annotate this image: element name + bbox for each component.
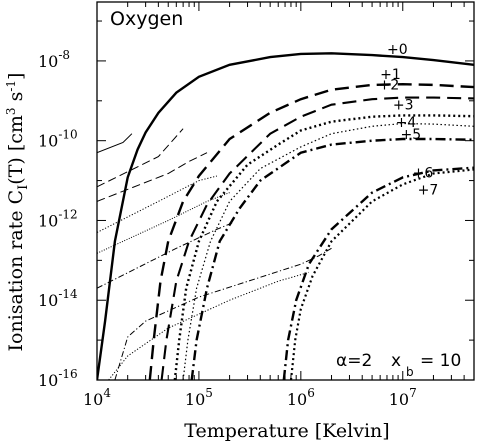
- series-thin-line-3: [97, 175, 218, 233]
- axes-layer: 104 105 106 107 10-8 10-10 10-12 10-14 10-16: [38, 1, 475, 409]
- series-thin-line-6: [114, 247, 332, 380]
- x-tick-label: 105: [185, 386, 213, 409]
- y-axis-title-end: ]: [5, 73, 27, 80]
- curve-label: +5: [400, 127, 421, 143]
- y-axis-title-sub: I: [16, 185, 31, 190]
- curve-labels-layer: +0 +1+2 +3+4+5 +6+7: [379, 42, 439, 199]
- x-tick-label: 106: [287, 386, 315, 409]
- curve-label: +0: [387, 42, 408, 58]
- curve-label: +4: [396, 115, 417, 131]
- series-thin-line-5: [97, 221, 234, 289]
- y-tick-label: 10-12: [38, 207, 78, 230]
- alpha-annotation: α=2: [336, 351, 372, 371]
- x-tick-label: 107: [389, 386, 417, 409]
- series-thin-line-7: [108, 271, 310, 380]
- series-line-2: [160, 96, 474, 380]
- series-line-7: [289, 168, 474, 380]
- y-axis-title-sup2: -1: [4, 80, 18, 92]
- xb-value: = 10: [420, 351, 461, 371]
- series-layer: [97, 52, 474, 380]
- series-line-4: [182, 122, 474, 380]
- x-tick-label: 104: [83, 386, 111, 409]
- series-thin-line-0: [97, 133, 133, 154]
- y-tick-label: 10-10: [38, 128, 78, 151]
- y-axis-title-sup1: 3: [4, 107, 18, 115]
- curve-label: +1: [380, 67, 401, 83]
- series-thin-line-1: [97, 128, 184, 188]
- series-line-5: [190, 137, 474, 380]
- y-tick-label: 10-16: [38, 367, 78, 390]
- series-line-3: [173, 114, 474, 380]
- y-axis-title-s: s: [5, 92, 27, 108]
- series-line-6: [282, 166, 474, 380]
- series-thin-line-2: [97, 152, 208, 202]
- y-axis-title-main: Ionisation rate C: [5, 190, 27, 352]
- series-line-1: [148, 82, 474, 380]
- series-line-0: [97, 52, 474, 380]
- xb-subscript: b: [406, 365, 414, 379]
- xb-annotation: x: [391, 351, 401, 371]
- chart-title: Oxygen: [110, 8, 183, 30]
- curve-label: +6: [413, 165, 434, 181]
- y-tick-label: 10-14: [38, 287, 78, 310]
- curve-label: +3: [393, 98, 414, 114]
- series-thin-line-4: [97, 192, 230, 254]
- y-axis-title: Ionisation rate CI(T) [cm3 s-1]: [4, 73, 31, 352]
- x-axis-title: Temperature [Kelvin]: [184, 420, 389, 442]
- y-tick-label: 10-8: [38, 48, 70, 71]
- y-axis-title-units: (T) [cm: [5, 115, 27, 185]
- curve-label: +7: [418, 182, 439, 198]
- curve-label: +2: [379, 78, 400, 94]
